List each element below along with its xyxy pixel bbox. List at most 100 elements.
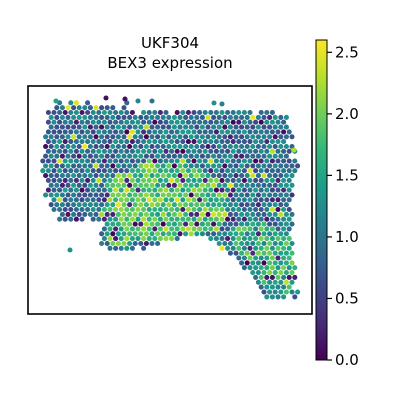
spot-point (138, 163, 144, 169)
spot-point (258, 139, 264, 145)
spot-point (174, 197, 180, 203)
spot-point (202, 158, 208, 164)
spot-point (155, 182, 161, 188)
spot-point (236, 226, 242, 232)
spot-point (141, 236, 147, 242)
spot-point (71, 182, 77, 188)
spot-point (269, 216, 275, 222)
spot-point (118, 216, 124, 222)
spot-point (255, 124, 261, 130)
spot-point (286, 274, 292, 280)
spot-point (96, 168, 102, 174)
spot-point (230, 187, 236, 193)
spot-point (191, 119, 197, 125)
spot-point (118, 236, 124, 242)
spot-point (71, 134, 77, 140)
spot-point (261, 143, 267, 150)
colorbar-tick-label: 2.0 (335, 105, 359, 123)
spot-point (166, 173, 172, 179)
spot-point (239, 173, 245, 179)
spot-point (157, 119, 163, 125)
spot-point (278, 250, 284, 256)
spot-point (247, 158, 253, 164)
spot-point (253, 168, 259, 174)
spot-point (291, 147, 297, 153)
colorbar-tick-label: 1.5 (335, 166, 359, 184)
spot-point (87, 114, 93, 120)
spot-point (113, 119, 119, 125)
spot-point (183, 211, 189, 217)
spot-point (236, 216, 242, 222)
spot-point (213, 236, 219, 242)
spot-point (225, 187, 231, 193)
spot-point (183, 143, 189, 150)
spot-point (199, 211, 205, 217)
spot-point (253, 139, 259, 145)
spot-point (121, 202, 127, 208)
spot-point (93, 202, 99, 208)
spot-point (227, 114, 233, 120)
spot-point (96, 177, 102, 183)
spot-point (163, 226, 169, 232)
spot-point (244, 231, 250, 237)
spot-point (239, 153, 245, 159)
spot-point (101, 148, 107, 154)
spot-point (146, 129, 152, 135)
spot-point (93, 124, 99, 130)
spot-point (281, 148, 287, 154)
spot-point (230, 119, 236, 125)
spot-point (121, 173, 127, 179)
spot-point (275, 216, 281, 222)
spot-point (244, 221, 250, 227)
spot-point (73, 206, 79, 213)
spot-point (99, 192, 105, 198)
spot-point (163, 158, 169, 164)
spot-point (267, 192, 273, 198)
spot-point (143, 124, 149, 130)
spot-point (141, 226, 147, 232)
spot-point (129, 119, 135, 125)
spot-point (127, 163, 133, 169)
spot-point (160, 221, 166, 227)
spot-point (141, 245, 147, 251)
spot-point (289, 279, 295, 285)
colorbar-tick-label: 0.0 (335, 351, 359, 369)
spot-point (57, 206, 63, 213)
spot-point (267, 250, 273, 256)
spot-point (87, 153, 93, 159)
spot-point (278, 289, 284, 295)
spot-point (124, 109, 130, 116)
spot-point (107, 216, 113, 222)
spot-point (132, 143, 138, 150)
spot-point (247, 265, 253, 271)
spot-point (129, 187, 135, 193)
spot-point (82, 143, 88, 150)
spot-point (286, 129, 292, 135)
spot-point (213, 139, 219, 145)
spot-point (250, 221, 256, 227)
spot-point (135, 236, 141, 242)
spot-point (283, 192, 289, 198)
spot-point (157, 158, 163, 164)
spot-point (99, 124, 105, 130)
spot-point (281, 245, 287, 251)
spot-point (289, 173, 295, 179)
spot-point (155, 163, 161, 169)
spot-point (143, 153, 149, 159)
spot-point (275, 274, 281, 280)
spot-point (160, 211, 166, 217)
spot-point (185, 216, 191, 222)
spot-point (269, 236, 275, 242)
spot-point (219, 109, 225, 116)
spot-point (261, 153, 267, 159)
spot-point (216, 114, 222, 120)
spot-point (82, 114, 88, 120)
spot-point (51, 158, 57, 164)
spot-point (127, 211, 133, 217)
spot-point (250, 114, 256, 120)
spot-point (272, 202, 278, 208)
spot-point (213, 187, 219, 193)
spot-point (255, 221, 261, 227)
spot-point (269, 265, 275, 271)
spot-point (124, 187, 130, 193)
